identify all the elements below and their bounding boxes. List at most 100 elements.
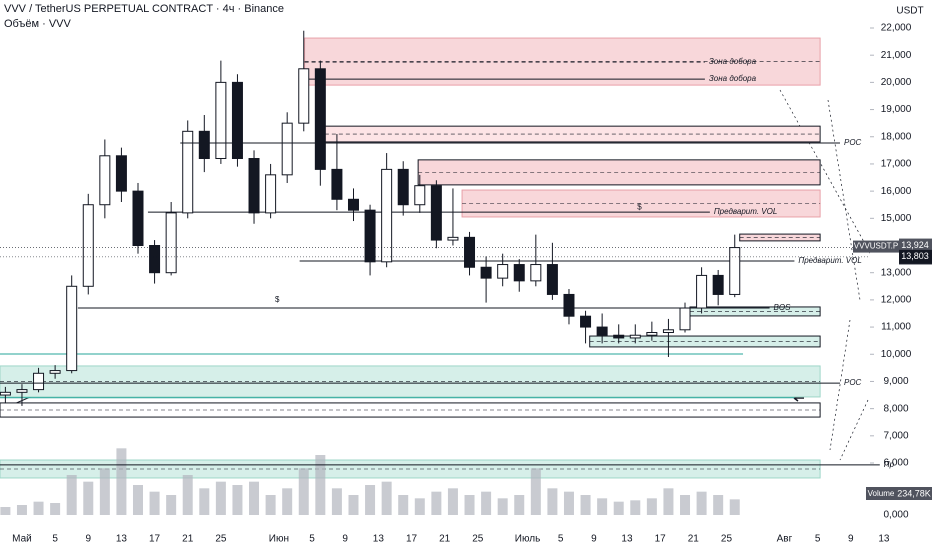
candle-body (149, 245, 161, 274)
x-tick-label: 13 (116, 534, 128, 545)
volume-tag-label: Volume (868, 489, 895, 498)
volume-bar (265, 495, 276, 515)
candle-body (49, 370, 61, 374)
candle-body (563, 293, 575, 317)
volume-bar (166, 495, 177, 515)
volume-bar (613, 501, 624, 515)
volume-bar (580, 495, 591, 515)
x-tick-label: 25 (721, 534, 733, 545)
level-label: Зона добора (709, 74, 757, 83)
prev-price-tag (899, 249, 932, 264)
volume-bar (0, 507, 11, 515)
y-tick-label: 13,000 (881, 267, 912, 278)
x-tick-label: 13 (621, 534, 633, 545)
volume-bar (298, 468, 309, 515)
candle-body (132, 190, 144, 247)
y-tick-label: 6,000 (883, 458, 908, 469)
annotation: $ (275, 295, 280, 304)
candle-body (115, 155, 127, 192)
y-tick-label: 10,000 (881, 349, 912, 360)
last-price-label: 13,924 (901, 240, 929, 250)
volume-bar (116, 448, 127, 515)
candle-body (729, 247, 741, 295)
x-tick-label: 5 (309, 534, 315, 545)
volume-bar (149, 491, 160, 515)
candle-body (480, 266, 492, 279)
volume-bar (182, 475, 193, 515)
volume-bar (646, 498, 657, 515)
x-tick-label: 13 (373, 534, 385, 545)
candle-body (265, 174, 277, 214)
symbol-label: VVVUSDT.P (854, 242, 898, 251)
volume-bar (696, 491, 707, 515)
volume-bar (315, 455, 326, 515)
volume-bar (99, 468, 110, 515)
candle-body (430, 185, 442, 241)
candle-body (613, 334, 625, 339)
prev-price-label: 13,803 (901, 251, 929, 261)
x-tick-label: 13 (878, 534, 890, 545)
volume-bar (680, 495, 691, 515)
symbol-tag (853, 240, 899, 253)
candle-body (347, 198, 359, 211)
candle-body (16, 389, 28, 393)
volume-bar (530, 468, 541, 515)
volume-bar (199, 488, 210, 515)
candle-body (198, 130, 210, 160)
x-tick-label: 17 (655, 534, 667, 545)
candle-body (414, 185, 426, 206)
volume-bar (431, 491, 442, 515)
level-label: POC (844, 378, 862, 387)
volume-bar (414, 498, 425, 515)
candle-body (546, 264, 558, 295)
volume-bar (729, 499, 740, 515)
x-tick-label: 9 (591, 534, 597, 545)
volume-bar (348, 495, 359, 515)
level-label: BOS (774, 303, 792, 312)
candle-body (165, 212, 177, 274)
candle-body (679, 307, 691, 331)
zone (317, 125, 821, 143)
candle-body (646, 332, 658, 336)
y-tick-label: 9,000 (883, 376, 908, 387)
y-tick-label: 18,000 (881, 131, 912, 142)
candle-body (596, 326, 608, 336)
volume-bar (83, 481, 94, 515)
candle-body (231, 81, 243, 160)
chart-title: VVV / TetherUS PERPETUAL CONTRACT · 4ч ·… (4, 3, 285, 15)
candle-body (66, 285, 78, 372)
candle-body (696, 274, 708, 309)
volume-bar (713, 495, 724, 515)
candle-body (215, 81, 227, 160)
candle-body (447, 236, 459, 241)
volume-value-tag (896, 487, 932, 500)
y-tick-label: 17,000 (881, 159, 912, 170)
volume-bar (331, 488, 342, 515)
volume-bar (365, 485, 376, 515)
volume-bar (215, 481, 226, 515)
volume-bar (16, 505, 27, 515)
x-tick-label: 17 (406, 534, 418, 545)
candle-body (381, 168, 393, 263)
volume-bar (249, 481, 260, 515)
x-tick-label: 5 (558, 534, 564, 545)
candle-body (712, 274, 724, 295)
candle-body (497, 264, 509, 279)
volume-bar (232, 485, 243, 515)
y-tick-label: 12,000 (881, 295, 912, 306)
x-tick-label: 21 (439, 534, 451, 545)
x-tick-label: Авг (777, 534, 793, 545)
y-tick-label: 7,000 (883, 430, 908, 441)
x-tick-label: 5 (52, 534, 58, 545)
y-tick-label: 16,000 (881, 186, 912, 197)
volume-bar (282, 488, 293, 515)
x-tick-label: 9 (342, 534, 348, 545)
x-tick-label: Июн (269, 534, 289, 545)
x-tick-label: Июль (515, 534, 541, 545)
candle-body (298, 68, 310, 124)
forecast-line (829, 319, 851, 451)
x-tick-label: 21 (182, 534, 194, 545)
candle-body (331, 168, 343, 200)
